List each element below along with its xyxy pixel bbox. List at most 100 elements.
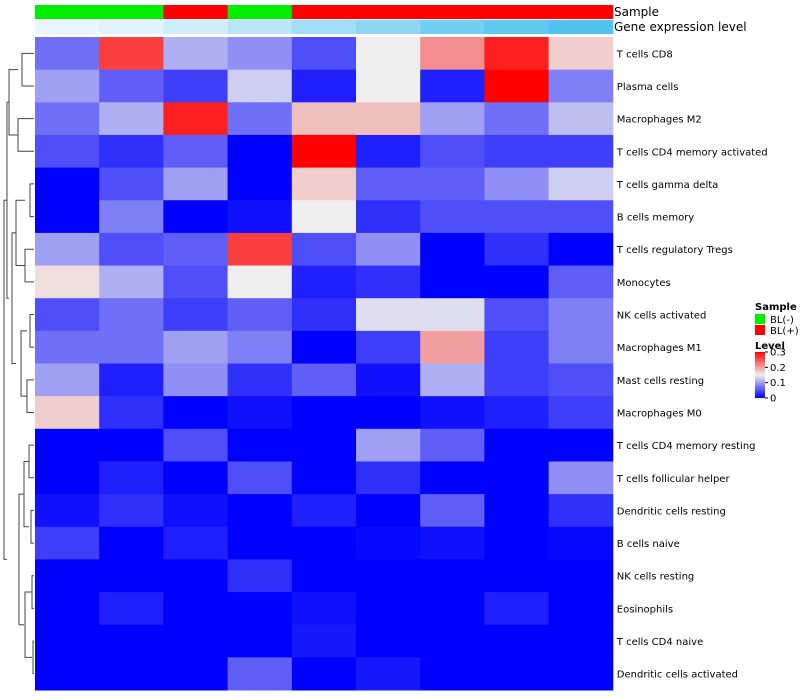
- heatmap-cell: [227, 526, 293, 560]
- heatmap-cell: [548, 592, 614, 626]
- legend-label-bl-pos: BL(+): [770, 326, 799, 337]
- heatmap-cell: [548, 657, 614, 691]
- heatmap-cell: [356, 298, 421, 332]
- heatmap-cell: [548, 134, 614, 169]
- heatmap-cell: [484, 102, 550, 136]
- heatmap-cell: [548, 298, 614, 332]
- row-label: T cells CD4 memory resting: [616, 441, 756, 452]
- heatmap-cell: [420, 396, 485, 430]
- heatmap-cell: [227, 167, 293, 201]
- heatmap-cell: [356, 657, 421, 691]
- legend-label-bl-neg: BL(-): [770, 315, 794, 326]
- heatmap-cell: [99, 559, 164, 593]
- dendrogram-branch: [29, 314, 34, 348]
- heatmap-cell: [291, 396, 357, 430]
- legend-swatch-bl-neg: [755, 314, 765, 324]
- heatmap-cell: [356, 167, 421, 201]
- heatmap-cell: [163, 428, 229, 462]
- dendrogram-branch: [26, 379, 34, 413]
- heatmap-cell: [356, 200, 421, 234]
- heatmap-cell: [227, 265, 293, 299]
- heatmap-cell: [35, 363, 100, 397]
- heatmap-cell: [356, 559, 421, 593]
- heatmap-cell: [163, 526, 229, 560]
- heatmap-cell: [291, 330, 357, 364]
- heatmap-cell: [291, 657, 357, 691]
- heatmap-cell: [420, 592, 485, 626]
- gene-expression-annotation-cell: [548, 20, 614, 34]
- sample-annotation-cell: [99, 5, 164, 19]
- heatmap-cell: [163, 461, 229, 495]
- heatmap-cell: [99, 363, 164, 397]
- heatmap-cell: [548, 37, 614, 71]
- heatmap-cell: [356, 592, 421, 626]
- legend-level-title: Level: [755, 341, 785, 352]
- heatmap-cell: [291, 494, 357, 528]
- row-label: Macrophages M0: [617, 408, 702, 419]
- heatmap-cell: [35, 526, 100, 560]
- heatmap-cell: [227, 657, 293, 691]
- legend-level-tick-label: 0: [770, 394, 776, 405]
- heatmap-cell: [227, 494, 293, 528]
- sample-annotation-cell: [227, 5, 293, 19]
- heatmap-cell: [356, 461, 421, 495]
- heatmap-cell: [420, 428, 485, 462]
- heatmap-cell: [163, 37, 229, 71]
- heatmap-cell: [484, 298, 550, 332]
- gene-expression-annotation-cell: [356, 20, 421, 34]
- heatmap-cell: [227, 298, 293, 332]
- dendrogram-branch: [30, 509, 34, 544]
- row-label: Macrophages M2: [617, 115, 702, 126]
- heatmap-cell: [548, 363, 614, 397]
- heatmap-cell: [99, 200, 164, 234]
- heatmap-cell: [227, 592, 293, 626]
- heatmap-cell: [35, 494, 100, 528]
- heatmap-cell: [420, 298, 485, 332]
- sample-annotation-label: Sample: [614, 5, 659, 19]
- heatmap-cell: [35, 330, 100, 364]
- heatmap-cell: [227, 37, 293, 71]
- dendrogram-branch: [32, 640, 34, 675]
- heatmap-cell: [484, 200, 550, 234]
- heatmap-cell: [99, 69, 164, 103]
- heatmap-cell: [35, 200, 100, 234]
- heatmap-cell: [484, 134, 550, 169]
- sample-annotation-cell: [163, 5, 229, 19]
- heatmap-cell: [99, 624, 164, 658]
- heatmap-cell: [484, 494, 550, 528]
- heatmap-cell: [99, 428, 164, 462]
- row-label: T cells CD4 naive: [616, 637, 703, 648]
- heatmap-cell: [420, 134, 485, 169]
- heatmap-cell: [163, 265, 229, 299]
- heatmap-cell: [227, 624, 293, 658]
- row-label: Dendritic cells resting: [617, 506, 726, 517]
- row-label: T cells CD4 memory activated: [616, 147, 768, 158]
- heatmap-cell: [35, 396, 100, 430]
- heatmap-cells: [35, 37, 614, 691]
- gene-expression-annotation-cell: [484, 20, 550, 34]
- sample-annotation-cell: [420, 5, 485, 19]
- heatmap-cell: [484, 396, 550, 430]
- heatmap-cell: [291, 624, 357, 658]
- heatmap-cell: [356, 69, 421, 103]
- heatmap-cell: [35, 428, 100, 462]
- heatmap-cell: [420, 200, 485, 234]
- heatmap-cell: [484, 559, 550, 593]
- gene-expression-annotation-cell: [163, 20, 229, 34]
- heatmap-cell: [35, 592, 100, 626]
- heatmap-cell: [99, 657, 164, 691]
- heatmap-cell: [35, 167, 100, 201]
- heatmap-cell: [291, 559, 357, 593]
- sample-annotation-cell: [35, 5, 100, 19]
- heatmap-cell: [227, 330, 293, 364]
- heatmap-cell: [35, 232, 100, 267]
- heatmap-cell: [227, 559, 293, 593]
- heatmap-cell: [291, 526, 357, 560]
- heatmap-cell: [227, 461, 293, 495]
- heatmap-cell: [420, 232, 485, 267]
- heatmap-cell: [420, 167, 485, 201]
- dendrogram-branch: [23, 460, 29, 528]
- sample-annotation-cell: [484, 5, 550, 19]
- heatmap-cell: [35, 298, 100, 332]
- legend-level-ticks: 0.3 0.2 0.1 0: [765, 348, 786, 405]
